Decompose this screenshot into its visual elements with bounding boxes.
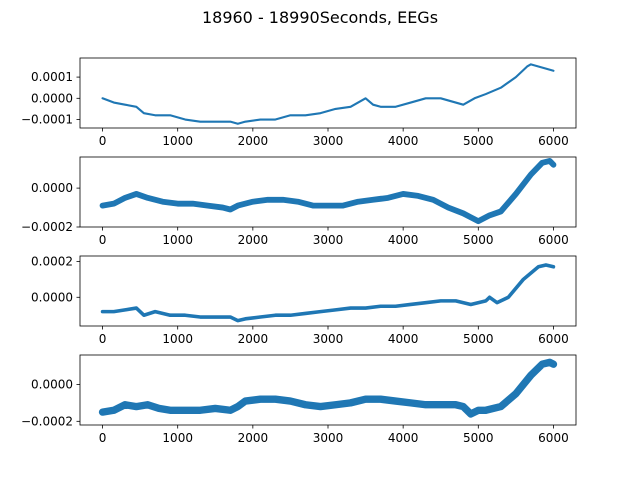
- y-tick-label: 0.0000: [31, 290, 73, 304]
- x-tick-label: 4000: [388, 431, 419, 445]
- x-tick-label: 3000: [313, 233, 344, 247]
- y-tick-label: 0.0002: [31, 254, 73, 268]
- x-tick-label: 6000: [538, 233, 569, 247]
- x-tick-label: 3000: [313, 431, 344, 445]
- subplot-2: 0 1000 2000 3000 4000 5000 6000 −0.0002 0.0000: [21, 156, 577, 247]
- x-tick-label: 1000: [162, 134, 193, 148]
- x-tick-label: 1000: [162, 233, 193, 247]
- subplot-4: 0 1000 2000 3000 4000 5000 6000 −0.0002 0.0000: [21, 354, 577, 445]
- x-tick-label: 2000: [238, 431, 269, 445]
- x-tick-label: 4000: [388, 332, 419, 346]
- x-tick-label: 5000: [463, 233, 494, 247]
- x-tick-label: 6000: [538, 431, 569, 445]
- x-tick-label: 4000: [388, 233, 419, 247]
- y-tick-label: 0.0000: [31, 377, 73, 391]
- x-tick-label: 3000: [313, 332, 344, 346]
- figure-suptitle: 18960 - 18990Seconds, EEGs: [202, 8, 438, 27]
- x-tick-label: 1000: [162, 332, 193, 346]
- x-tick-label: 2000: [238, 233, 269, 247]
- y-tick-label: −0.0002: [21, 414, 73, 428]
- x-tick-label: 0: [99, 332, 107, 346]
- y-tick-label: −0.0002: [21, 220, 73, 234]
- x-tick-label: 0: [99, 134, 107, 148]
- x-tick-label: 5000: [463, 134, 494, 148]
- x-tick-label: 5000: [463, 332, 494, 346]
- eeg-trace-3-series-1: [100, 263, 556, 323]
- x-tick-label: 5000: [463, 431, 494, 445]
- eeg-trace-1-series-1: [101, 63, 555, 125]
- y-tick-label: 0.0000: [31, 181, 73, 195]
- x-tick-label: 1000: [162, 431, 193, 445]
- subplot-1: 0 1000 2000 3000 4000 5000 6000 −0.0001 0.0000 0.…: [21, 57, 577, 148]
- x-tick-label: 6000: [538, 332, 569, 346]
- x-tick-label: 2000: [238, 134, 269, 148]
- x-tick-label: 6000: [538, 134, 569, 148]
- x-tick-label: 0: [99, 431, 107, 445]
- y-tick-label: 0.0001: [31, 70, 73, 84]
- y-tick-label: 0.0000: [31, 91, 73, 105]
- x-tick-label: 3000: [313, 134, 344, 148]
- x-tick-label: 2000: [238, 332, 269, 346]
- x-tick-label: 0: [99, 233, 107, 247]
- subplots: 0 1000 2000 3000 4000 5000 6000 −0.0001 0.0000 0.…: [21, 57, 577, 445]
- eeg-trace-4-series-1: [98, 358, 558, 418]
- x-tick-label: 4000: [388, 134, 419, 148]
- subplot-3: 0 1000 2000 3000 4000 5000 6000 0.0000 0.0002: [31, 254, 577, 346]
- y-tick-label: −0.0001: [21, 113, 73, 127]
- eeg-trace-2-series-1: [99, 157, 557, 225]
